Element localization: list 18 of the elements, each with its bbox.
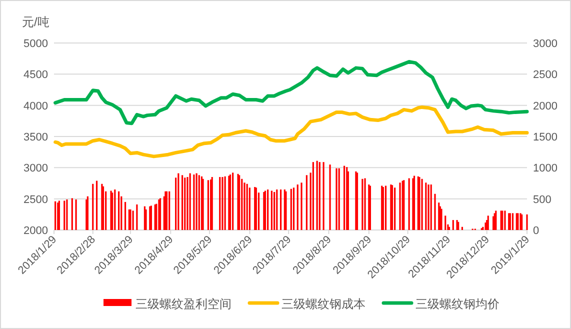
y2-tick-label: 3000 <box>533 38 558 50</box>
legend-label: 三级螺纹盈利空间 <box>136 297 232 311</box>
y-tick-label: 2500 <box>24 194 48 206</box>
y-tick-label: 4000 <box>24 100 48 112</box>
y2-tick-label: 0 <box>533 225 540 237</box>
y2-tick-label: 1000 <box>533 162 558 175</box>
legend-label: 三级螺纹钢成本 <box>282 297 366 311</box>
y-axis-title: 元/吨 <box>22 15 50 29</box>
y-tick-label: 3500 <box>24 132 48 144</box>
y2-tick-label: 1500 <box>533 132 558 144</box>
y2-tick-label: 2000 <box>533 100 558 112</box>
y2-tick-label: 500 <box>533 194 552 206</box>
y-tick-label: 3000 <box>24 162 48 175</box>
legend-label: 三级螺纹钢均价 <box>416 297 500 311</box>
y-tick-label: 4500 <box>24 69 48 82</box>
y-tick-label: 2000 <box>24 225 48 237</box>
y-tick-label: 5000 <box>24 38 48 50</box>
y2-tick-label: 2500 <box>533 69 558 82</box>
